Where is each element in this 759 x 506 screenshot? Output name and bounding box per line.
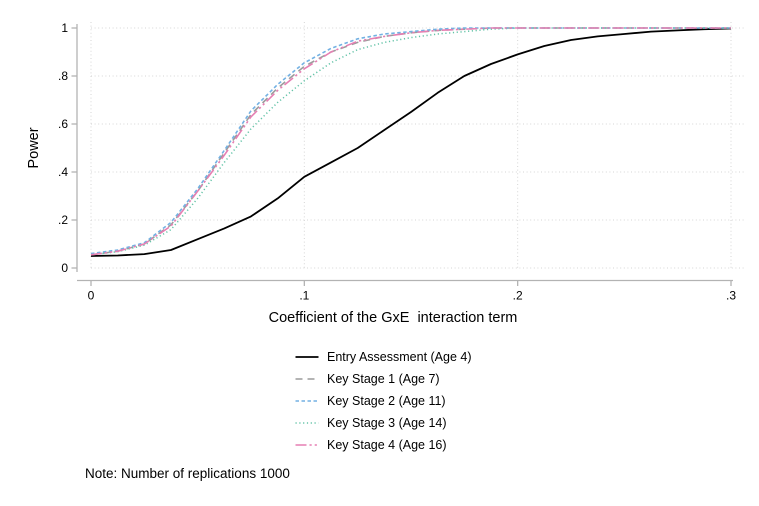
x-tick-label: .3 [726,289,736,303]
legend-label: Key Stage 3 (Age 14) [327,416,447,430]
legend-item: Key Stage 3 (Age 14) [295,412,472,434]
series-line-key-stage-1-age-7 [90,27,731,256]
legend-label: Key Stage 4 (Age 16) [327,438,447,452]
y-tick-label: .8 [58,69,68,83]
x-tick-label: 0 [88,289,95,303]
legend-item: Key Stage 2 (Age 11) [295,390,472,412]
axis-layer: 0 .2 .4 .6 .8 1 0 .1 .2 .3 [58,21,736,302]
x-tick-label: .1 [299,289,309,303]
legend-swatch-key-stage-2 [295,400,319,402]
y-tick-label: .6 [58,117,68,131]
legend-swatch-key-stage-3 [295,422,319,424]
legend-label: Entry Assessment (Age 4) [327,350,472,364]
series-line-entry-assessment-age-4 [90,27,732,257]
x-axis-title: Coefficient of the GxE interaction term [269,310,518,326]
series-line-key-stage-4-age-16 [90,27,731,256]
y-tick-label: .4 [58,165,68,179]
legend-swatch-entry-assessment [295,356,319,358]
y-tick-label: .2 [58,213,68,227]
legend-item: Key Stage 4 (Age 16) [295,434,472,456]
legend-label: Key Stage 1 (Age 7) [327,372,440,386]
legend-item: Key Stage 1 (Age 7) [295,368,472,390]
legend-item: Entry Assessment (Age 4) [295,346,472,368]
y-tick-label: 1 [61,21,68,35]
series-line-key-stage-3-age-14 [90,27,731,256]
legend-swatch-key-stage-4 [295,444,319,446]
y-axis-title: Power [26,127,42,168]
series-layer [90,27,732,257]
legend-swatch-key-stage-1 [295,378,319,380]
series-line-key-stage-2-age-11 [90,27,731,255]
x-tick-label: .2 [513,289,523,303]
note-text: Note: Number of replications 1000 [85,466,290,481]
y-tick-label: 0 [61,261,68,275]
legend-label: Key Stage 2 (Age 11) [327,394,446,408]
grid-layer [90,22,745,269]
legend: Entry Assessment (Age 4) Key Stage 1 (Ag… [295,346,472,456]
power-chart: 0 .2 .4 .6 .8 1 0 .1 .2 .3 Power Coefficient of t… [26,21,745,326]
